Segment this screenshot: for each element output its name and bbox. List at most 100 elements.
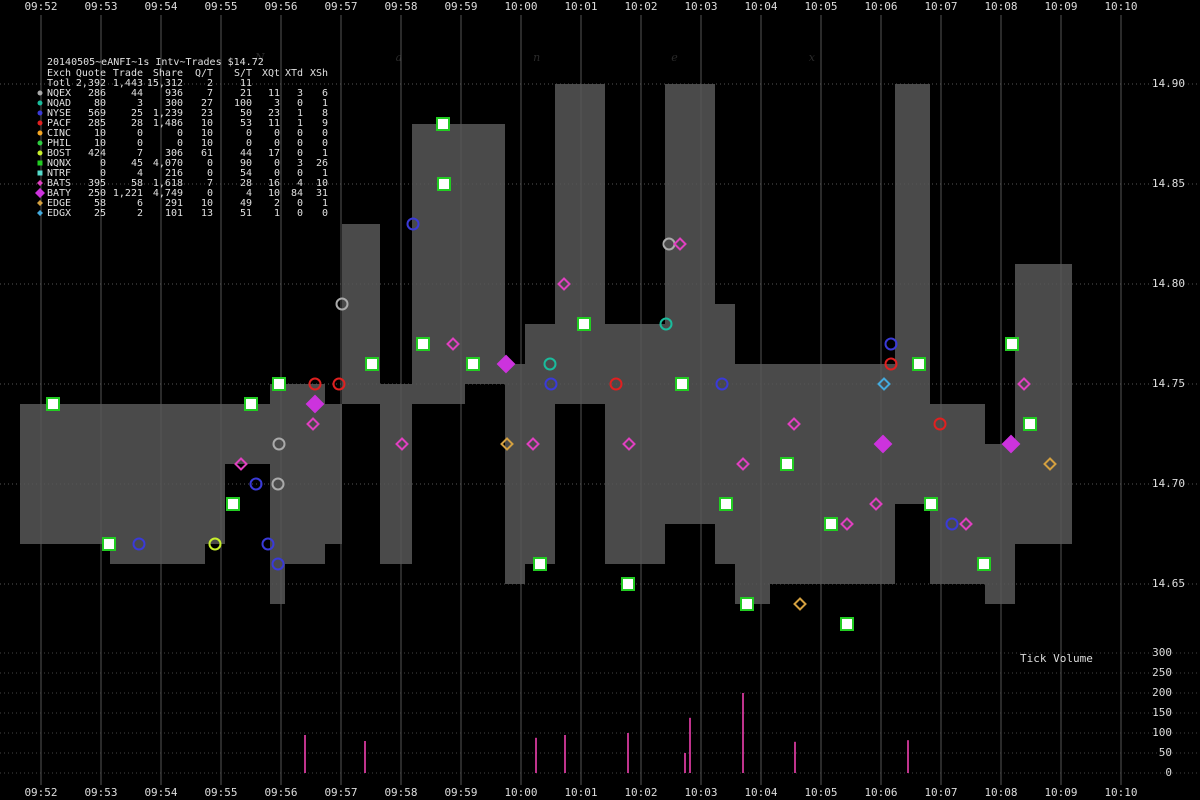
table-cell: 285 [88, 118, 106, 129]
legend-icon [37, 170, 43, 176]
trade-marker [543, 357, 557, 371]
table-cell: 3 [297, 88, 303, 99]
table-cell: 31 [316, 188, 328, 199]
trade-marker [272, 377, 286, 391]
x-tick-label: 10:00 [504, 0, 537, 13]
trade-marker [673, 237, 687, 251]
trade-marker [1005, 337, 1019, 351]
legend-icon [37, 140, 43, 146]
table-cell: 10 [94, 128, 106, 139]
table-cell: 0 [274, 138, 280, 149]
legend-icon [37, 210, 43, 216]
table-cell: 300 [165, 98, 183, 109]
table-header: Q/T [195, 68, 213, 79]
table-cell: 8 [322, 108, 328, 119]
table-cell: 44 [240, 148, 252, 159]
trade-marker [46, 397, 60, 411]
x-tick-label: 09:52 [24, 786, 57, 799]
x-tick-label: 10:05 [804, 786, 837, 799]
table-cell: 61 [201, 148, 213, 159]
trade-marker [577, 317, 591, 331]
x-tick-label: 10:00 [504, 786, 537, 799]
trade-marker [261, 537, 275, 551]
table-total: 11 [240, 78, 252, 89]
table-cell: 0 [297, 128, 303, 139]
table-cell: 10 [201, 198, 213, 209]
x-tick-label: 10:01 [564, 786, 597, 799]
table-cell: 0 [207, 168, 213, 179]
table-header: XSh [310, 68, 328, 79]
trade-marker [437, 177, 451, 191]
table-exch: NQEX [47, 88, 71, 99]
trade-marker [1043, 457, 1057, 471]
table-cell: 3 [137, 98, 143, 109]
trade-marker [271, 557, 285, 571]
trade-marker [416, 337, 430, 351]
legend-icon [37, 180, 43, 186]
table-cell: 101 [165, 208, 183, 219]
x-tick-label: 10:08 [984, 0, 1017, 13]
x-tick-label: 09:56 [264, 786, 297, 799]
table-cell: 424 [88, 148, 106, 159]
table-cell: 21 [240, 88, 252, 99]
x-tick-label: 10:04 [744, 786, 777, 799]
nbbo-band [205, 404, 225, 544]
nbbo-band [110, 404, 205, 564]
x-tick-label: 10:04 [744, 0, 777, 13]
table-header: XTd [285, 68, 303, 79]
nbbo-band [555, 84, 605, 404]
trade-marker [466, 357, 480, 371]
table-cell: 44 [131, 88, 143, 99]
trade-marker [715, 377, 729, 391]
trade-marker [719, 497, 733, 511]
table-cell: 0 [322, 138, 328, 149]
trade-marker [526, 437, 540, 451]
table-cell: 49 [240, 198, 252, 209]
table-cell: 9 [322, 118, 328, 129]
table-cell: 1,221 [113, 188, 143, 199]
trade-marker [102, 537, 116, 551]
table-cell: 0 [100, 158, 106, 169]
trade-marker [675, 377, 689, 391]
x-tick-label: 10:07 [924, 786, 957, 799]
table-exch: NQNX [47, 158, 71, 169]
table-exch: BOST [47, 148, 71, 159]
trade-marker [877, 377, 891, 391]
table-cell: 10 [201, 118, 213, 129]
y-tick-label: 14.75 [1152, 377, 1185, 390]
trade-marker [208, 537, 222, 551]
x-tick-label: 09:59 [444, 786, 477, 799]
x-tick-label: 09:53 [84, 786, 117, 799]
x-tick-label: 09:52 [24, 0, 57, 13]
table-cell: 1 [274, 208, 280, 219]
table-cell: 7 [207, 178, 213, 189]
trade-marker [609, 377, 623, 391]
table-exch: EDGX [47, 208, 71, 219]
x-tick-label: 10:02 [624, 0, 657, 13]
trade-marker [659, 317, 673, 331]
table-cell: 51 [240, 208, 252, 219]
table-exch: PACF [47, 118, 71, 129]
trade-marker [824, 517, 838, 531]
trade-marker [332, 377, 346, 391]
nbbo-band [225, 404, 270, 464]
trade-marker [933, 417, 947, 431]
table-exch: BATY [47, 188, 71, 199]
table-cell: 10 [94, 138, 106, 149]
table-cell: 250 [88, 188, 106, 199]
table-cell: 0 [177, 128, 183, 139]
table-cell: 58 [131, 178, 143, 189]
table-cell: 0 [297, 98, 303, 109]
x-tick-label: 09:59 [444, 0, 477, 13]
table-exch: CINC [47, 128, 71, 139]
table-cell: 291 [165, 198, 183, 209]
table-cell: 100 [234, 98, 252, 109]
table-cell: 10 [201, 128, 213, 139]
trade-marker [840, 517, 854, 531]
x-tick-label: 09:57 [324, 0, 357, 13]
table-cell: 11 [268, 118, 280, 129]
table-header: XQt [262, 68, 280, 79]
table-cell: 6 [137, 198, 143, 209]
legend-icon [37, 120, 43, 126]
